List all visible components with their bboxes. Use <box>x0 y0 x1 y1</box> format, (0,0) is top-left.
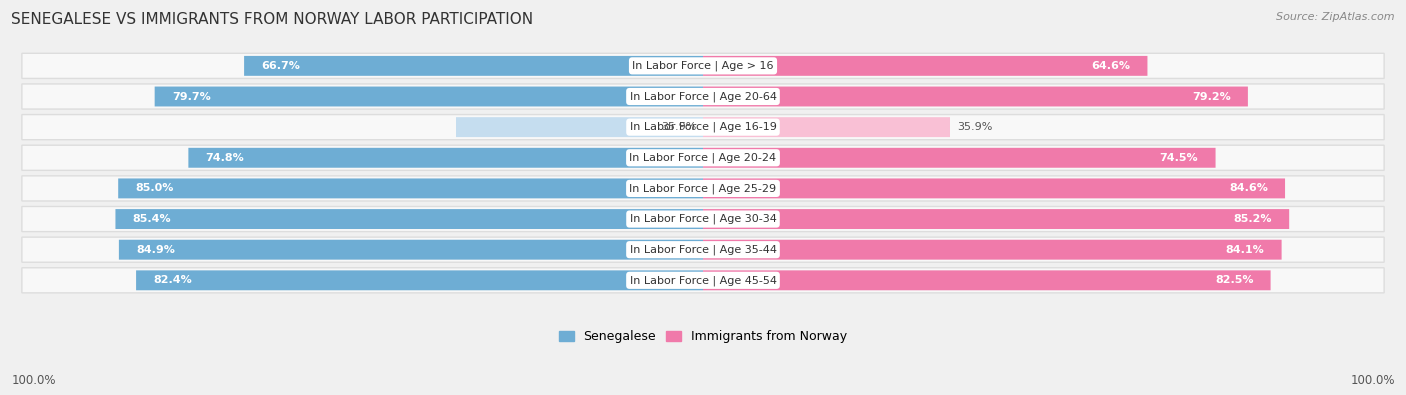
FancyBboxPatch shape <box>22 115 1384 140</box>
Text: 35.9%: 35.9% <box>661 122 696 132</box>
Text: 100.0%: 100.0% <box>1350 374 1395 387</box>
Text: 85.2%: 85.2% <box>1233 214 1272 224</box>
FancyBboxPatch shape <box>115 209 703 229</box>
FancyBboxPatch shape <box>22 176 1384 201</box>
Text: In Labor Force | Age 45-54: In Labor Force | Age 45-54 <box>630 275 776 286</box>
FancyBboxPatch shape <box>703 87 1249 107</box>
Text: 79.7%: 79.7% <box>172 92 211 102</box>
Text: 79.2%: 79.2% <box>1192 92 1230 102</box>
FancyBboxPatch shape <box>703 270 1271 290</box>
Legend: Senegalese, Immigrants from Norway: Senegalese, Immigrants from Norway <box>558 330 848 343</box>
Text: 64.6%: 64.6% <box>1091 61 1130 71</box>
Text: In Labor Force | Age 30-34: In Labor Force | Age 30-34 <box>630 214 776 224</box>
FancyBboxPatch shape <box>118 179 703 198</box>
Text: 66.7%: 66.7% <box>262 61 299 71</box>
FancyBboxPatch shape <box>703 148 1216 168</box>
Text: In Labor Force | Age 20-64: In Labor Force | Age 20-64 <box>630 91 776 102</box>
Text: 35.9%: 35.9% <box>957 122 993 132</box>
FancyBboxPatch shape <box>22 145 1384 170</box>
Text: Source: ZipAtlas.com: Source: ZipAtlas.com <box>1277 12 1395 22</box>
Text: 84.9%: 84.9% <box>136 245 174 255</box>
Text: 74.8%: 74.8% <box>205 153 245 163</box>
FancyBboxPatch shape <box>22 84 1384 109</box>
Text: In Labor Force | Age 20-24: In Labor Force | Age 20-24 <box>630 152 776 163</box>
FancyBboxPatch shape <box>703 179 1285 198</box>
FancyBboxPatch shape <box>22 268 1384 293</box>
Text: In Labor Force | Age 35-44: In Labor Force | Age 35-44 <box>630 245 776 255</box>
FancyBboxPatch shape <box>456 117 703 137</box>
Text: 74.5%: 74.5% <box>1160 153 1198 163</box>
Text: In Labor Force | Age 16-19: In Labor Force | Age 16-19 <box>630 122 776 132</box>
Text: SENEGALESE VS IMMIGRANTS FROM NORWAY LABOR PARTICIPATION: SENEGALESE VS IMMIGRANTS FROM NORWAY LAB… <box>11 12 533 27</box>
FancyBboxPatch shape <box>188 148 703 168</box>
Text: 84.1%: 84.1% <box>1226 245 1264 255</box>
FancyBboxPatch shape <box>703 117 950 137</box>
Text: 82.4%: 82.4% <box>153 275 193 285</box>
FancyBboxPatch shape <box>120 240 703 260</box>
FancyBboxPatch shape <box>703 240 1282 260</box>
FancyBboxPatch shape <box>155 87 703 107</box>
FancyBboxPatch shape <box>703 209 1289 229</box>
FancyBboxPatch shape <box>703 56 1147 76</box>
Text: In Labor Force | Age > 16: In Labor Force | Age > 16 <box>633 60 773 71</box>
FancyBboxPatch shape <box>245 56 703 76</box>
Text: In Labor Force | Age 25-29: In Labor Force | Age 25-29 <box>630 183 776 194</box>
Text: 82.5%: 82.5% <box>1215 275 1253 285</box>
FancyBboxPatch shape <box>22 237 1384 262</box>
FancyBboxPatch shape <box>22 207 1384 231</box>
FancyBboxPatch shape <box>136 270 703 290</box>
Text: 85.0%: 85.0% <box>135 183 174 194</box>
Text: 85.4%: 85.4% <box>132 214 172 224</box>
Text: 100.0%: 100.0% <box>11 374 56 387</box>
FancyBboxPatch shape <box>22 53 1384 79</box>
Text: 84.6%: 84.6% <box>1229 183 1268 194</box>
